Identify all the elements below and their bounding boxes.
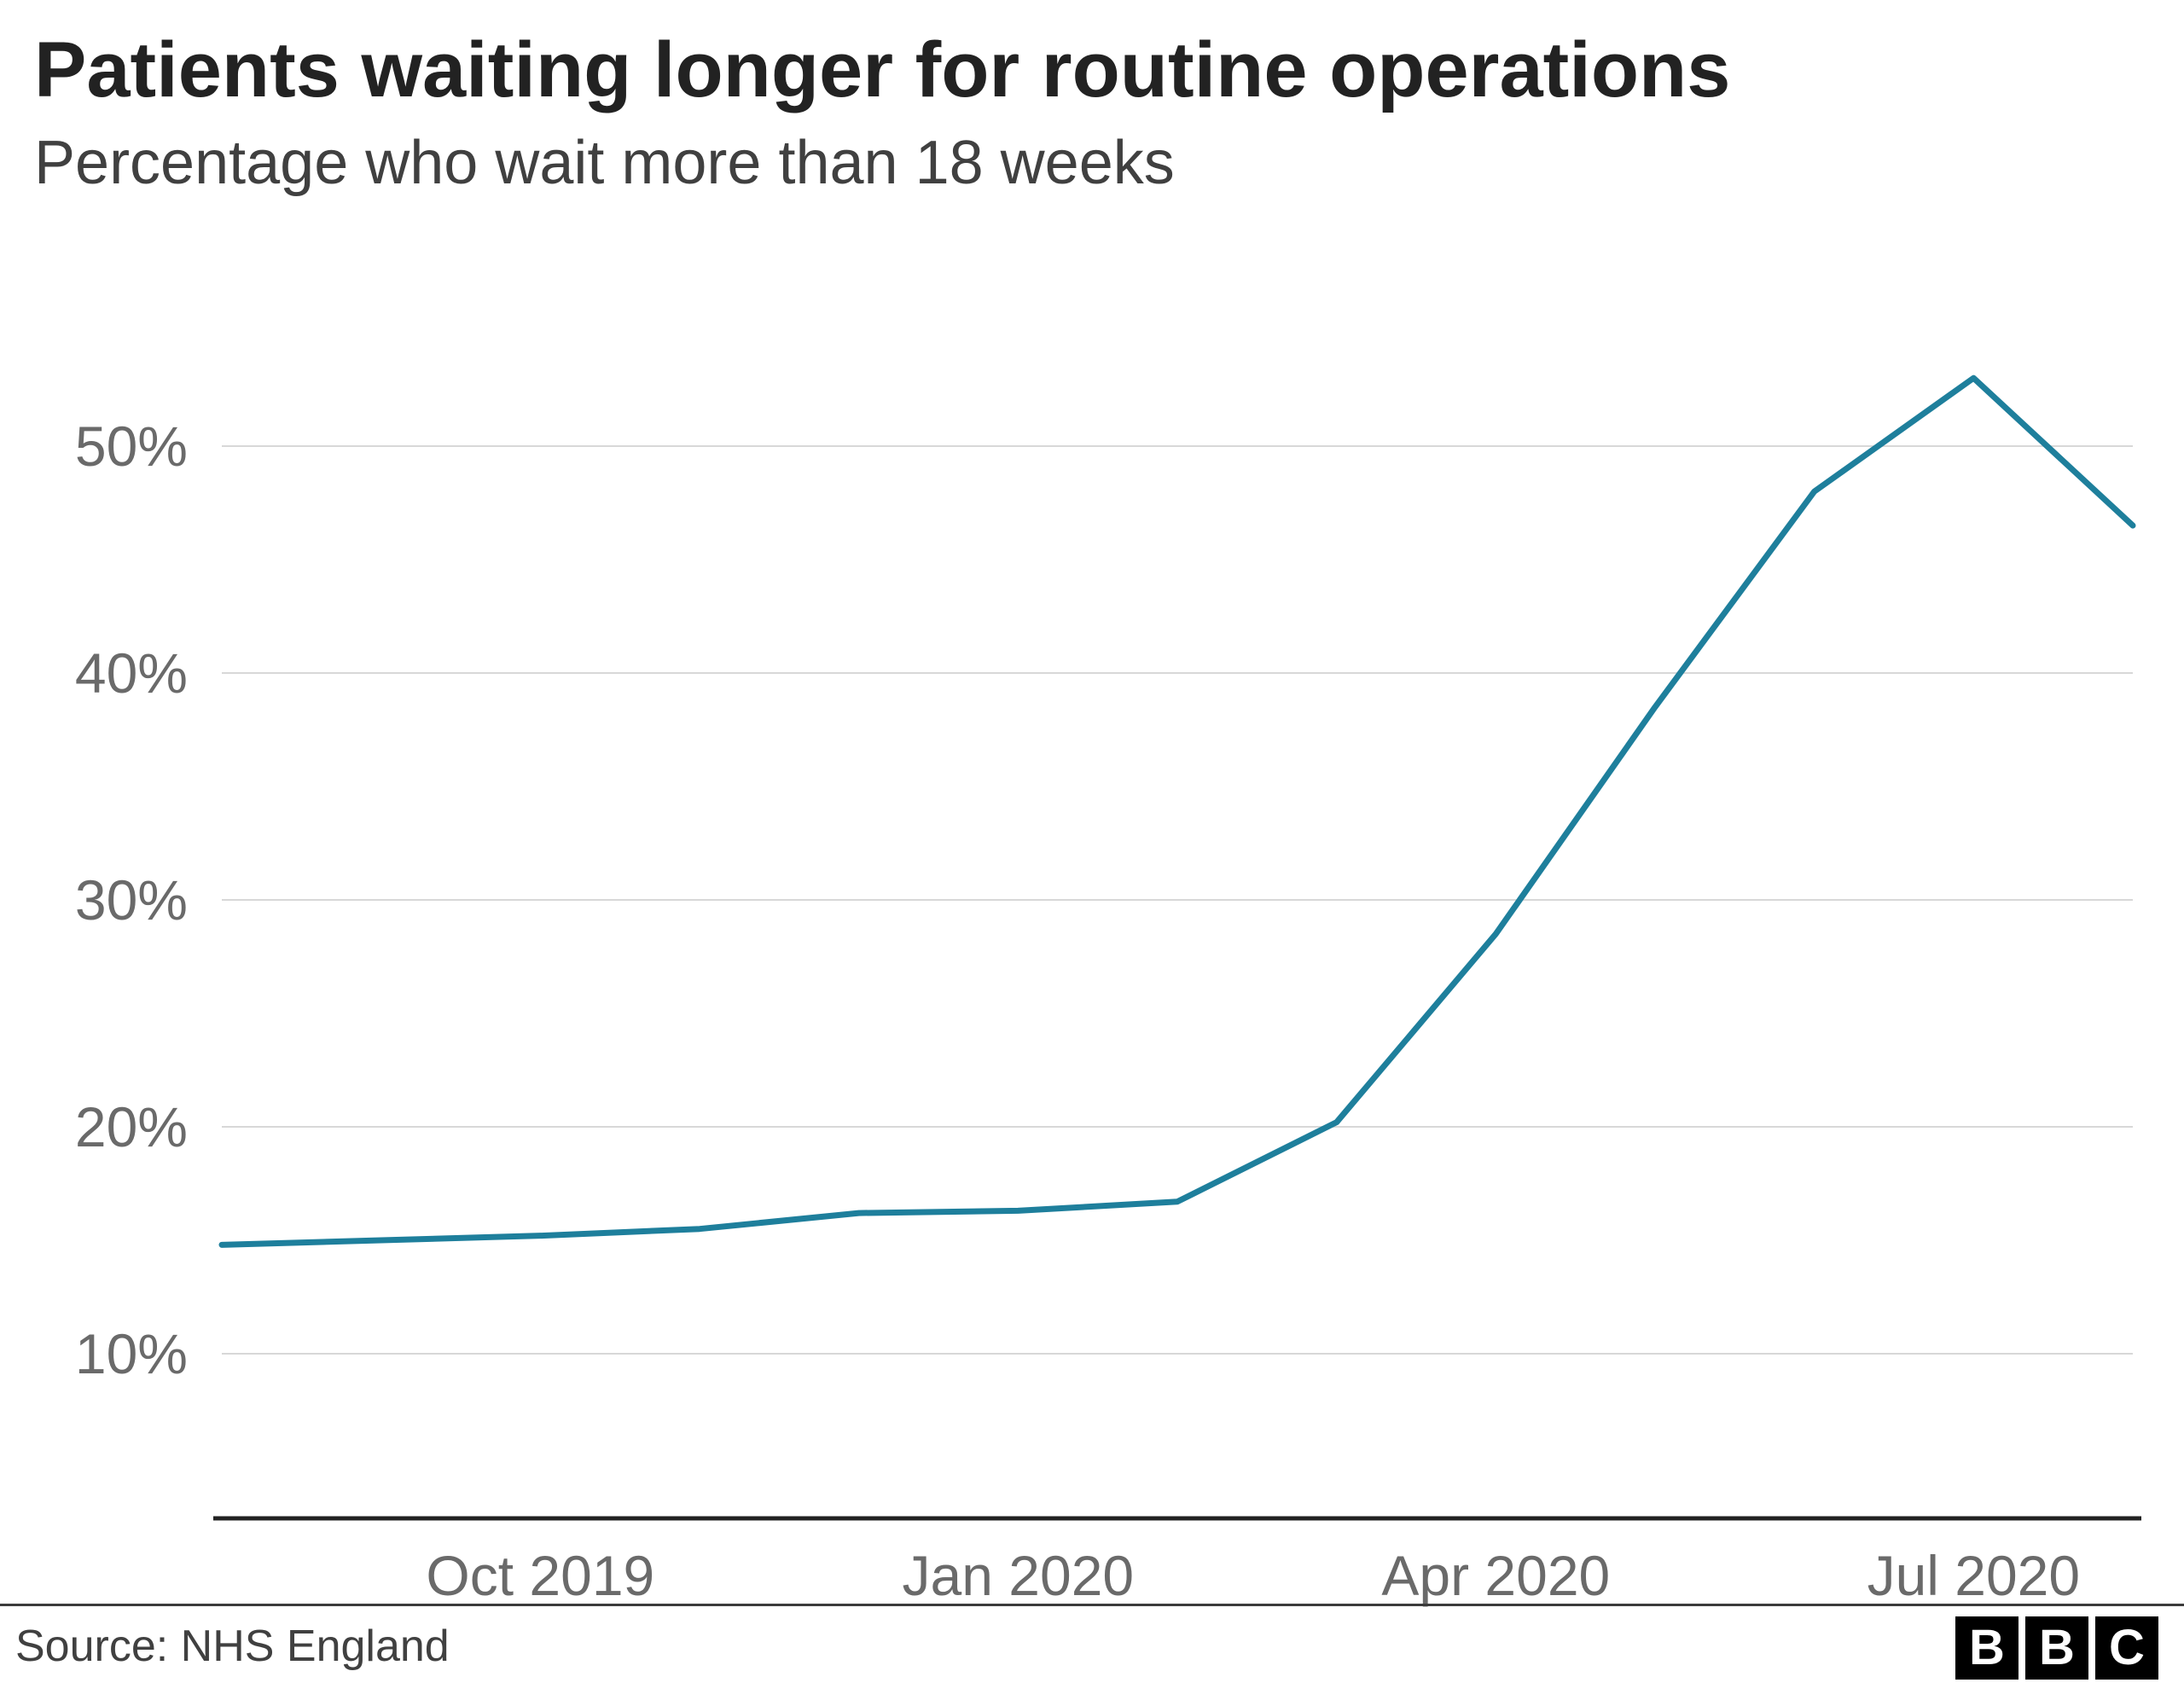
x-tick-label: Jan 2020 xyxy=(903,1544,1135,1607)
bbc-logo-letter: C xyxy=(2095,1616,2158,1680)
y-tick-label: 40% xyxy=(75,641,188,705)
x-tick-label: Jul 2020 xyxy=(1867,1544,2081,1607)
series-line xyxy=(222,378,2133,1245)
footer-divider xyxy=(0,1604,2184,1606)
bbc-logo: B B C xyxy=(1955,1616,2158,1680)
x-tick-label: Oct 2019 xyxy=(426,1544,654,1607)
x-tick-label: Apr 2020 xyxy=(1381,1544,1610,1607)
chart-title: Patients waiting longer for routine oper… xyxy=(34,26,1730,115)
y-tick-label: 20% xyxy=(75,1095,188,1158)
source-text: Source: NHS England xyxy=(15,1621,450,1672)
bbc-logo-letter: B xyxy=(2025,1616,2088,1680)
y-tick-label: 50% xyxy=(75,415,188,478)
bbc-logo-letter: B xyxy=(1955,1616,2018,1680)
y-tick-label: 10% xyxy=(75,1322,188,1385)
y-tick-label: 30% xyxy=(75,868,188,931)
chart-container: Patients waiting longer for routine oper… xyxy=(0,0,2184,1706)
chart-subtitle: Percentage who wait more than 18 weeks xyxy=(34,128,1175,198)
chart-plot: 10% 20% 30% 40% 50% Oct 2019 Jan 2020 Apr 2020 J… xyxy=(0,333,2133,1638)
